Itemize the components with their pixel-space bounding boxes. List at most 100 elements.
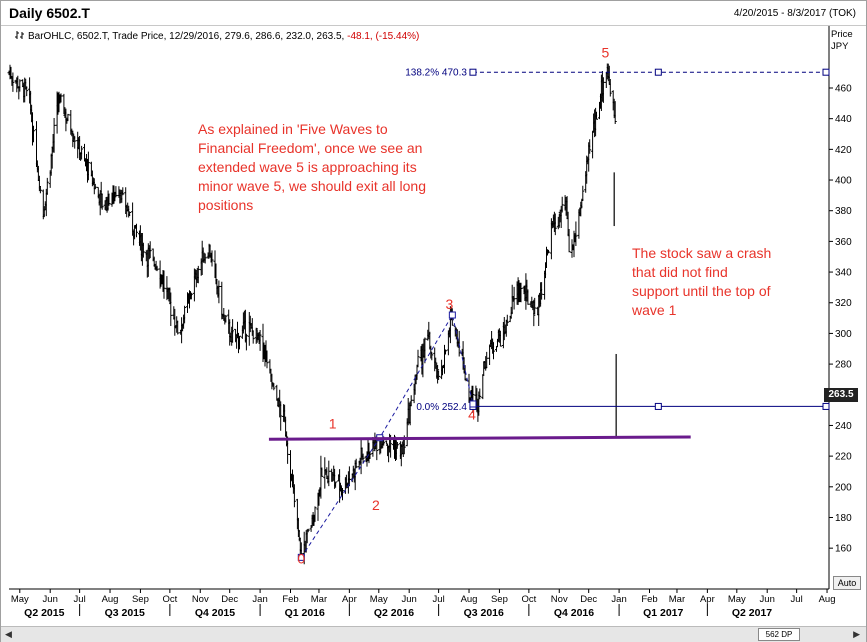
- annotation-line: positions: [198, 197, 253, 213]
- ohlc-bar: [196, 265, 200, 284]
- ohlc-bar: [320, 467, 324, 477]
- fib-anchor: [654, 402, 662, 410]
- ohlc-bar: [73, 135, 77, 149]
- y-tick-label: 200: [835, 482, 852, 493]
- ohlc-bar: [128, 211, 132, 216]
- annotation-line: minor wave 5, we should exit all long: [198, 178, 426, 194]
- ohlc-bar: [485, 351, 489, 369]
- ohlc-bar: [210, 250, 214, 267]
- y-tick-label: 220: [835, 452, 852, 463]
- ohlc-bar: [437, 370, 441, 380]
- ohlc-bar: [45, 177, 49, 195]
- ohlc-bar: [334, 481, 338, 488]
- ohlc-bar: [176, 321, 180, 335]
- ohlc-bar: [409, 395, 413, 406]
- ohlc-bar: [254, 327, 258, 344]
- ohlc-bar: [488, 344, 492, 365]
- month-tick-label: Aug: [461, 594, 478, 605]
- auto-scale-button[interactable]: Auto: [833, 576, 861, 590]
- ohlc-bar: [272, 383, 276, 391]
- y-tick-label: 300: [835, 329, 852, 340]
- ohlc-bar: [591, 130, 595, 159]
- ohlc-bar: [581, 185, 585, 201]
- wave-anchor: [297, 553, 305, 561]
- ohlc-bar: [327, 460, 331, 487]
- ohlc-bar: [265, 350, 269, 369]
- ohlc-bar: [553, 213, 557, 236]
- price-axis-title: Price: [831, 29, 853, 40]
- ohlc-bar: [478, 388, 482, 400]
- ohlc-bar: [416, 349, 420, 367]
- ohlc-bar: [25, 86, 29, 97]
- ohlc-bar: [86, 151, 90, 181]
- quarter-tick-label: Q4 2015: [195, 607, 235, 619]
- month-tick-label: May: [370, 594, 388, 605]
- annotation-line: support until the top of: [632, 283, 771, 299]
- fib-anchor: [822, 68, 830, 76]
- ohlc-bar: [11, 72, 15, 92]
- ohlc-bar: [608, 79, 612, 97]
- ohlc-bar: [505, 314, 509, 326]
- y-tick-label: 180: [835, 513, 852, 524]
- month-tick-label: Jun: [402, 594, 417, 605]
- ohlc-bar: [347, 466, 351, 487]
- ohlc-bar: [533, 297, 537, 315]
- month-tick-label: Jul: [74, 594, 86, 605]
- month-tick-label: Mar: [311, 594, 327, 605]
- ohlc-bar: [279, 401, 283, 431]
- series-info: BarOHLC, 6502.T, Trade Price, 12/29/2016…: [15, 30, 419, 42]
- ohlc-bar: [567, 229, 571, 253]
- price-chart[interactable]: 1601802002202402602803003203403603804004…: [1, 1, 866, 626]
- ohlc-bar: [601, 77, 605, 103]
- ohlc-bar: [430, 351, 434, 361]
- ohlc-bars: [7, 63, 617, 565]
- ohlc-bar: [201, 247, 205, 263]
- fib-anchor: [822, 402, 830, 410]
- month-tick-label: May: [11, 594, 29, 605]
- wave-anchor: [469, 400, 477, 408]
- fib-level-label: 138.2% 470.3: [405, 68, 467, 79]
- quarter-tick-label: Q2 2017: [732, 607, 772, 619]
- ohlc-bar: [395, 442, 399, 448]
- y-tick-label: 380: [835, 206, 852, 217]
- ohlc-bar: [361, 453, 365, 464]
- y-tick-label: 340: [835, 268, 852, 279]
- ohlc-bar: [519, 282, 523, 303]
- annotation-line: that did not find: [632, 264, 728, 280]
- ohlc-bar: [224, 315, 228, 323]
- data-points-badge: 562 DP: [758, 628, 800, 641]
- ohlc-bar: [588, 139, 592, 154]
- ohlc-bar: [613, 101, 617, 124]
- ohlc-bar: [545, 246, 548, 268]
- y-tick-label: 160: [835, 544, 852, 555]
- y-tick-label: 320: [835, 298, 852, 309]
- y-tick-label: 240: [835, 421, 852, 432]
- ohlc-bar: [71, 130, 75, 148]
- ohlc-bar: [306, 528, 310, 533]
- ohlc-bar: [481, 374, 485, 400]
- ohlc-bar: [121, 187, 125, 196]
- ohlc-bar: [574, 221, 578, 246]
- ohlc-bar: [368, 451, 372, 459]
- ohlc-bar: [289, 450, 292, 488]
- month-tick-label: Oct: [162, 594, 177, 605]
- scroll-right-icon[interactable]: ▶: [853, 629, 860, 639]
- fib-level-label: 0.0% 252.4: [416, 402, 467, 413]
- annotation-line: wave 1: [631, 302, 677, 318]
- ohlc-bar: [385, 440, 389, 445]
- month-tick-label: Sep: [132, 594, 149, 605]
- horizontal-scrollbar[interactable]: ◀ ▶: [1, 626, 866, 642]
- support-line: [268, 435, 691, 441]
- ohlc-bar: [595, 111, 598, 120]
- scroll-left-icon[interactable]: ◀: [5, 629, 12, 639]
- ohlc-bar: [107, 194, 111, 206]
- price-axis-currency: JPY: [831, 41, 849, 52]
- ohlc-bar: [114, 186, 118, 198]
- ohlc-bar: [189, 292, 193, 300]
- ohlc-bar: [238, 335, 241, 350]
- ohlc-bar: [354, 458, 358, 469]
- bar-chart-icon: [15, 31, 24, 39]
- ohlc-bar: [547, 249, 550, 253]
- month-tick-label: Oct: [521, 594, 536, 605]
